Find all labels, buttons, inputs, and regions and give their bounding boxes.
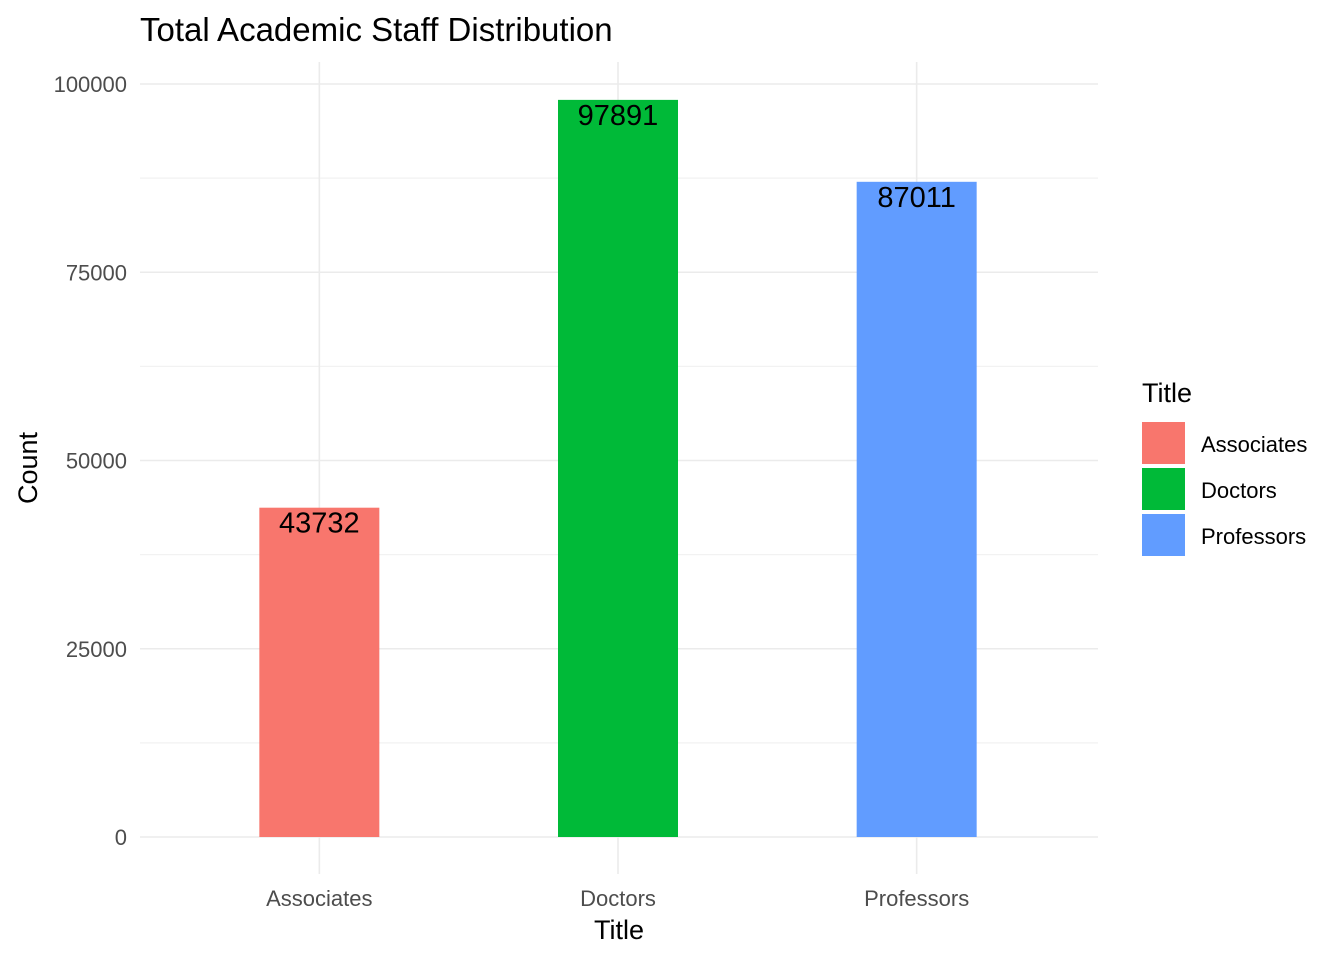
data-labels: 43732 97891 87011 — [279, 100, 956, 540]
y-tick-label: 0 — [115, 825, 127, 850]
legend-label: Professors — [1201, 524, 1306, 549]
y-axis-title: Count — [13, 431, 43, 504]
y-tick-label: 75000 — [66, 260, 127, 285]
legend-label: Doctors — [1201, 478, 1277, 503]
legend-items: Associates Doctors Professors — [1142, 422, 1307, 556]
x-tick-label: Professors — [864, 886, 969, 911]
bar-associates — [259, 507, 380, 837]
chart-title: Total Academic Staff Distribution — [140, 11, 613, 48]
y-tick-label: 100000 — [54, 72, 127, 97]
bar-doctors — [558, 99, 678, 838]
x-tick-label: Doctors — [580, 886, 656, 911]
y-tick-label: 50000 — [66, 449, 127, 474]
legend: Title Associates Doctors Professors — [1142, 378, 1307, 556]
data-label: 87011 — [877, 182, 956, 214]
legend-title: Title — [1142, 378, 1192, 408]
x-tick-label: Associates — [266, 886, 372, 911]
legend-key-professors — [1142, 514, 1185, 556]
legend-key-associates — [1142, 422, 1185, 464]
legend-label: Associates — [1201, 432, 1307, 457]
data-label: 43732 — [279, 508, 360, 540]
y-axis-ticks: 0 25000 50000 75000 100000 — [54, 72, 127, 850]
x-axis-ticks: Associates Doctors Professors — [266, 886, 969, 911]
legend-key-doctors — [1142, 468, 1185, 510]
y-tick-label: 25000 — [66, 637, 127, 662]
bars — [259, 99, 977, 838]
data-label: 97891 — [578, 100, 659, 132]
x-axis-title: Title — [594, 915, 644, 945]
bar-professors — [856, 181, 977, 837]
